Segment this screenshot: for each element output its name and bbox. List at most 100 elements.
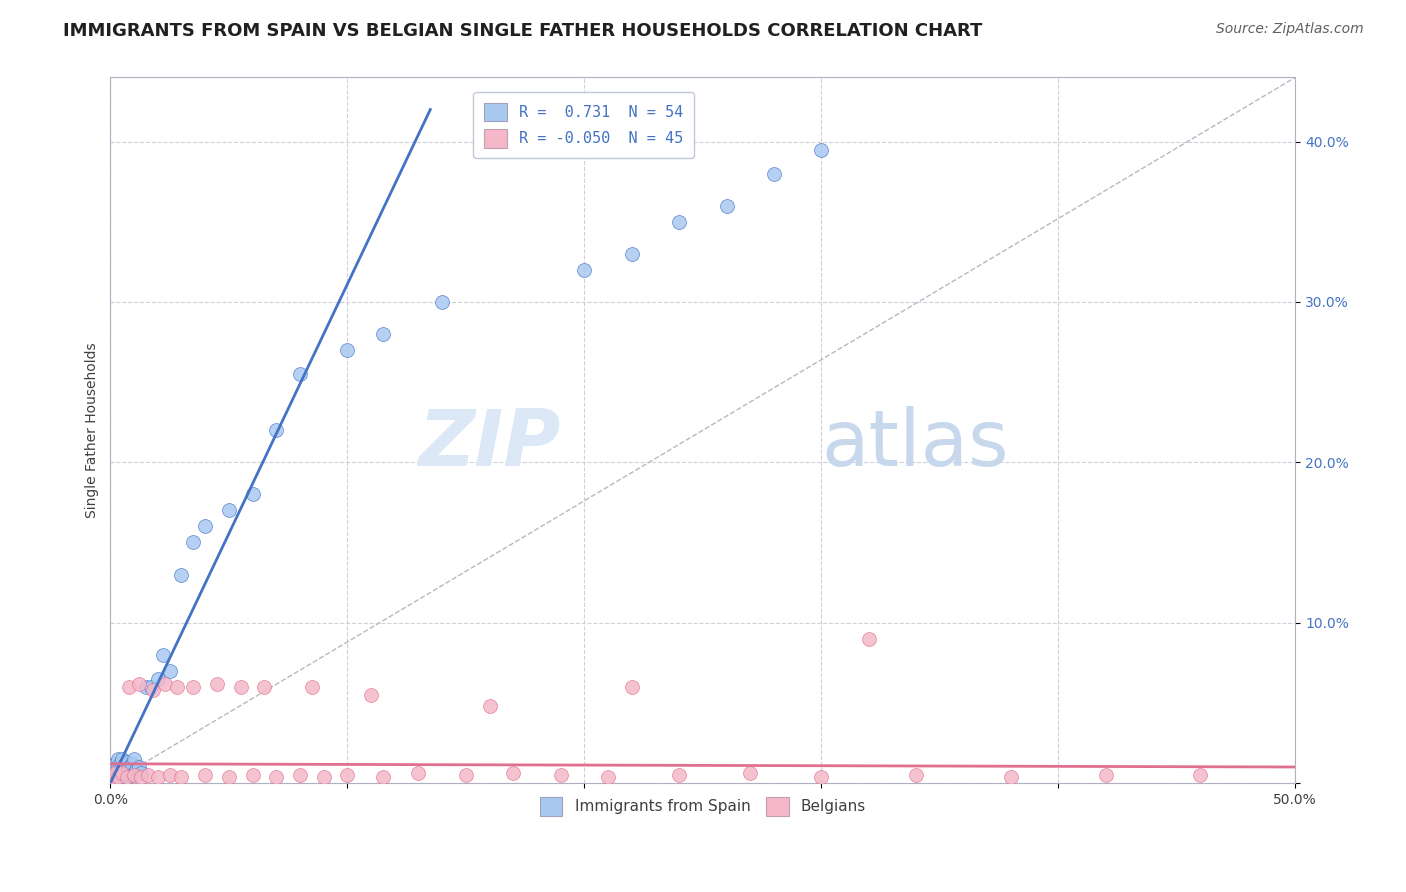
- Point: [266, 423, 288, 437]
- Point: [101, 764, 124, 779]
- Point: [104, 766, 127, 780]
- Point: [288, 768, 311, 782]
- Point: [107, 770, 129, 784]
- Point: [620, 680, 643, 694]
- Point: [111, 770, 134, 784]
- Point: [408, 766, 430, 780]
- Point: [336, 768, 359, 782]
- Text: IMMIGRANTS FROM SPAIN VS BELGIAN SINGLE FATHER HOUSEHOLDS CORRELATION CHART: IMMIGRANTS FROM SPAIN VS BELGIAN SINGLE …: [63, 22, 983, 40]
- Point: [716, 199, 738, 213]
- Point: [142, 683, 165, 698]
- Point: [135, 680, 157, 694]
- Point: [121, 756, 143, 771]
- Point: [430, 295, 453, 310]
- Point: [115, 755, 138, 769]
- Point: [136, 768, 159, 782]
- Point: [266, 770, 288, 784]
- Point: [115, 770, 138, 784]
- Point: [107, 752, 129, 766]
- Point: [858, 632, 880, 646]
- Point: [122, 766, 145, 780]
- Text: atlas: atlas: [821, 407, 1008, 483]
- Point: [108, 763, 131, 777]
- Point: [1000, 770, 1022, 784]
- Point: [107, 764, 129, 779]
- Point: [371, 770, 394, 784]
- Point: [194, 768, 217, 782]
- Point: [668, 768, 690, 782]
- Point: [114, 763, 136, 777]
- Point: [810, 143, 832, 157]
- Text: Source: ZipAtlas.com: Source: ZipAtlas.com: [1216, 22, 1364, 37]
- Y-axis label: Single Father Households: Single Father Households: [86, 343, 100, 518]
- Point: [360, 688, 382, 702]
- Point: [118, 680, 141, 694]
- Point: [478, 699, 501, 714]
- Point: [1189, 768, 1212, 782]
- Point: [104, 770, 127, 784]
- Point: [121, 768, 143, 782]
- Point: [905, 768, 928, 782]
- Point: [107, 770, 129, 784]
- Point: [218, 503, 240, 517]
- Point: [205, 676, 228, 690]
- Point: [107, 760, 129, 774]
- Legend: Immigrants from Spain, Belgians: Immigrants from Spain, Belgians: [530, 788, 876, 825]
- Point: [166, 680, 188, 694]
- Point: [128, 760, 150, 774]
- Point: [242, 768, 264, 782]
- Point: [1094, 768, 1116, 782]
- Point: [153, 676, 176, 690]
- Point: [312, 770, 335, 784]
- Point: [115, 770, 138, 784]
- Point: [108, 756, 131, 771]
- Point: [668, 215, 690, 229]
- Point: [740, 766, 762, 780]
- Point: [170, 567, 193, 582]
- Point: [129, 766, 152, 780]
- Point: [128, 676, 150, 690]
- Point: [170, 770, 193, 784]
- Point: [371, 326, 394, 341]
- Point: [288, 367, 311, 381]
- Point: [218, 770, 240, 784]
- Point: [104, 766, 127, 780]
- Point: [108, 768, 131, 782]
- Point: [336, 343, 359, 357]
- Point: [183, 535, 205, 549]
- Point: [101, 768, 124, 782]
- Point: [229, 680, 252, 694]
- Point: [301, 680, 323, 694]
- Point: [574, 263, 596, 277]
- Point: [101, 770, 124, 784]
- Point: [620, 247, 643, 261]
- Point: [118, 760, 141, 774]
- Point: [159, 664, 181, 678]
- Point: [146, 770, 169, 784]
- Point: [454, 768, 477, 782]
- Point: [242, 487, 264, 501]
- Point: [253, 680, 276, 694]
- Point: [118, 768, 141, 782]
- Point: [104, 756, 127, 771]
- Point: [810, 770, 832, 784]
- Point: [762, 167, 785, 181]
- Point: [139, 680, 162, 694]
- Point: [550, 768, 572, 782]
- Point: [101, 771, 124, 785]
- Point: [122, 752, 145, 766]
- Point: [159, 768, 181, 782]
- Point: [104, 762, 127, 776]
- Point: [502, 766, 524, 780]
- Point: [111, 760, 134, 774]
- Point: [114, 768, 136, 782]
- Point: [146, 672, 169, 686]
- Point: [152, 648, 174, 662]
- Point: [129, 770, 152, 784]
- Point: [125, 763, 148, 777]
- Point: [183, 680, 205, 694]
- Point: [115, 763, 138, 777]
- Point: [596, 770, 619, 784]
- Point: [194, 519, 217, 533]
- Point: [114, 756, 136, 771]
